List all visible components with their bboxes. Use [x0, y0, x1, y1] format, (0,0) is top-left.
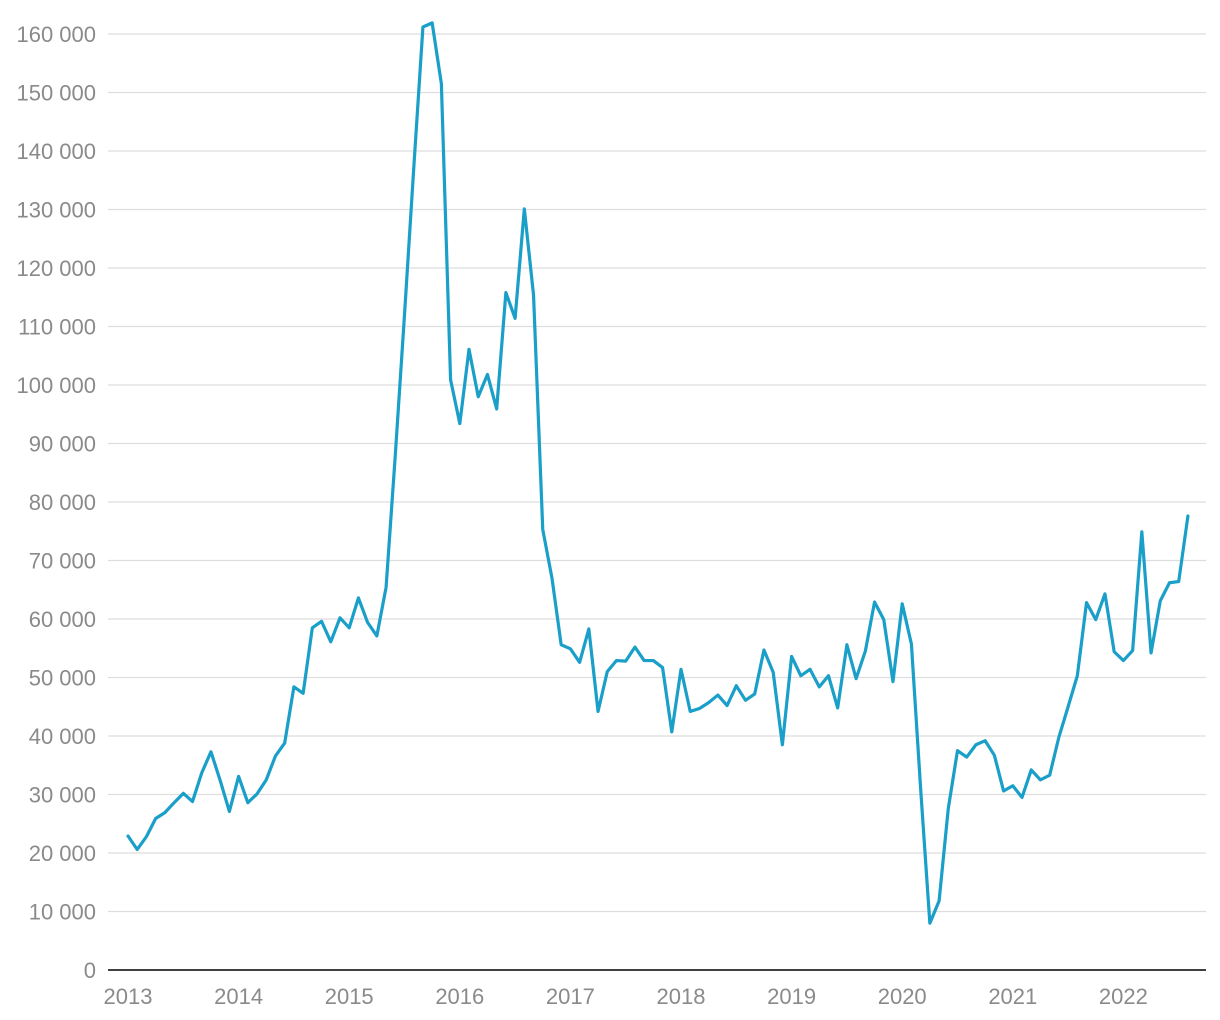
y-tick-label: 130 000	[16, 198, 96, 223]
series-layer	[126, 21, 1190, 925]
y-tick-label: 140 000	[16, 139, 96, 164]
x-tick-label: 2021	[988, 984, 1037, 1009]
y-tick-label: 90 000	[29, 432, 96, 457]
y-tick-label: 20 000	[29, 841, 96, 866]
x-tick-label: 2016	[435, 984, 484, 1009]
x-tick-label: 2015	[325, 984, 374, 1009]
y-tick-label: 120 000	[16, 256, 96, 281]
y-tick-label: 70 000	[29, 549, 96, 574]
x-tick-label: 2018	[657, 984, 706, 1009]
y-tick-label: 150 000	[16, 81, 96, 106]
x-tick-label: 2020	[878, 984, 927, 1009]
y-tick-label: 80 000	[29, 490, 96, 515]
gridlines	[108, 33, 1206, 913]
y-tick-label: 50 000	[29, 666, 96, 691]
x-axis-tick-labels: 2013 2014 2015 2016 2017 2018 2019 2020 2021 2022	[104, 984, 1148, 1009]
y-tick-label: 30 000	[29, 783, 96, 808]
y-tick-label: 100 000	[16, 373, 96, 398]
y-tick-label: 0	[84, 958, 96, 983]
x-tick-label: 2022	[1099, 984, 1148, 1009]
series-line	[126, 21, 1190, 925]
x-tick-label: 2014	[214, 984, 263, 1009]
y-tick-label: 40 000	[29, 724, 96, 749]
y-tick-label: 110 000	[18, 315, 96, 340]
y-tick-label: 10 000	[29, 900, 96, 925]
x-tick-label: 2017	[546, 984, 595, 1009]
x-tick-label: 2013	[104, 984, 153, 1009]
x-tick-label: 2019	[767, 984, 816, 1009]
y-tick-label: 160 000	[16, 22, 96, 47]
y-tick-label: 60 000	[29, 607, 96, 632]
y-axis-tick-labels: 0 10 000 20 000 30 000 40 000 50 000 60 000 70 …	[16, 22, 96, 983]
